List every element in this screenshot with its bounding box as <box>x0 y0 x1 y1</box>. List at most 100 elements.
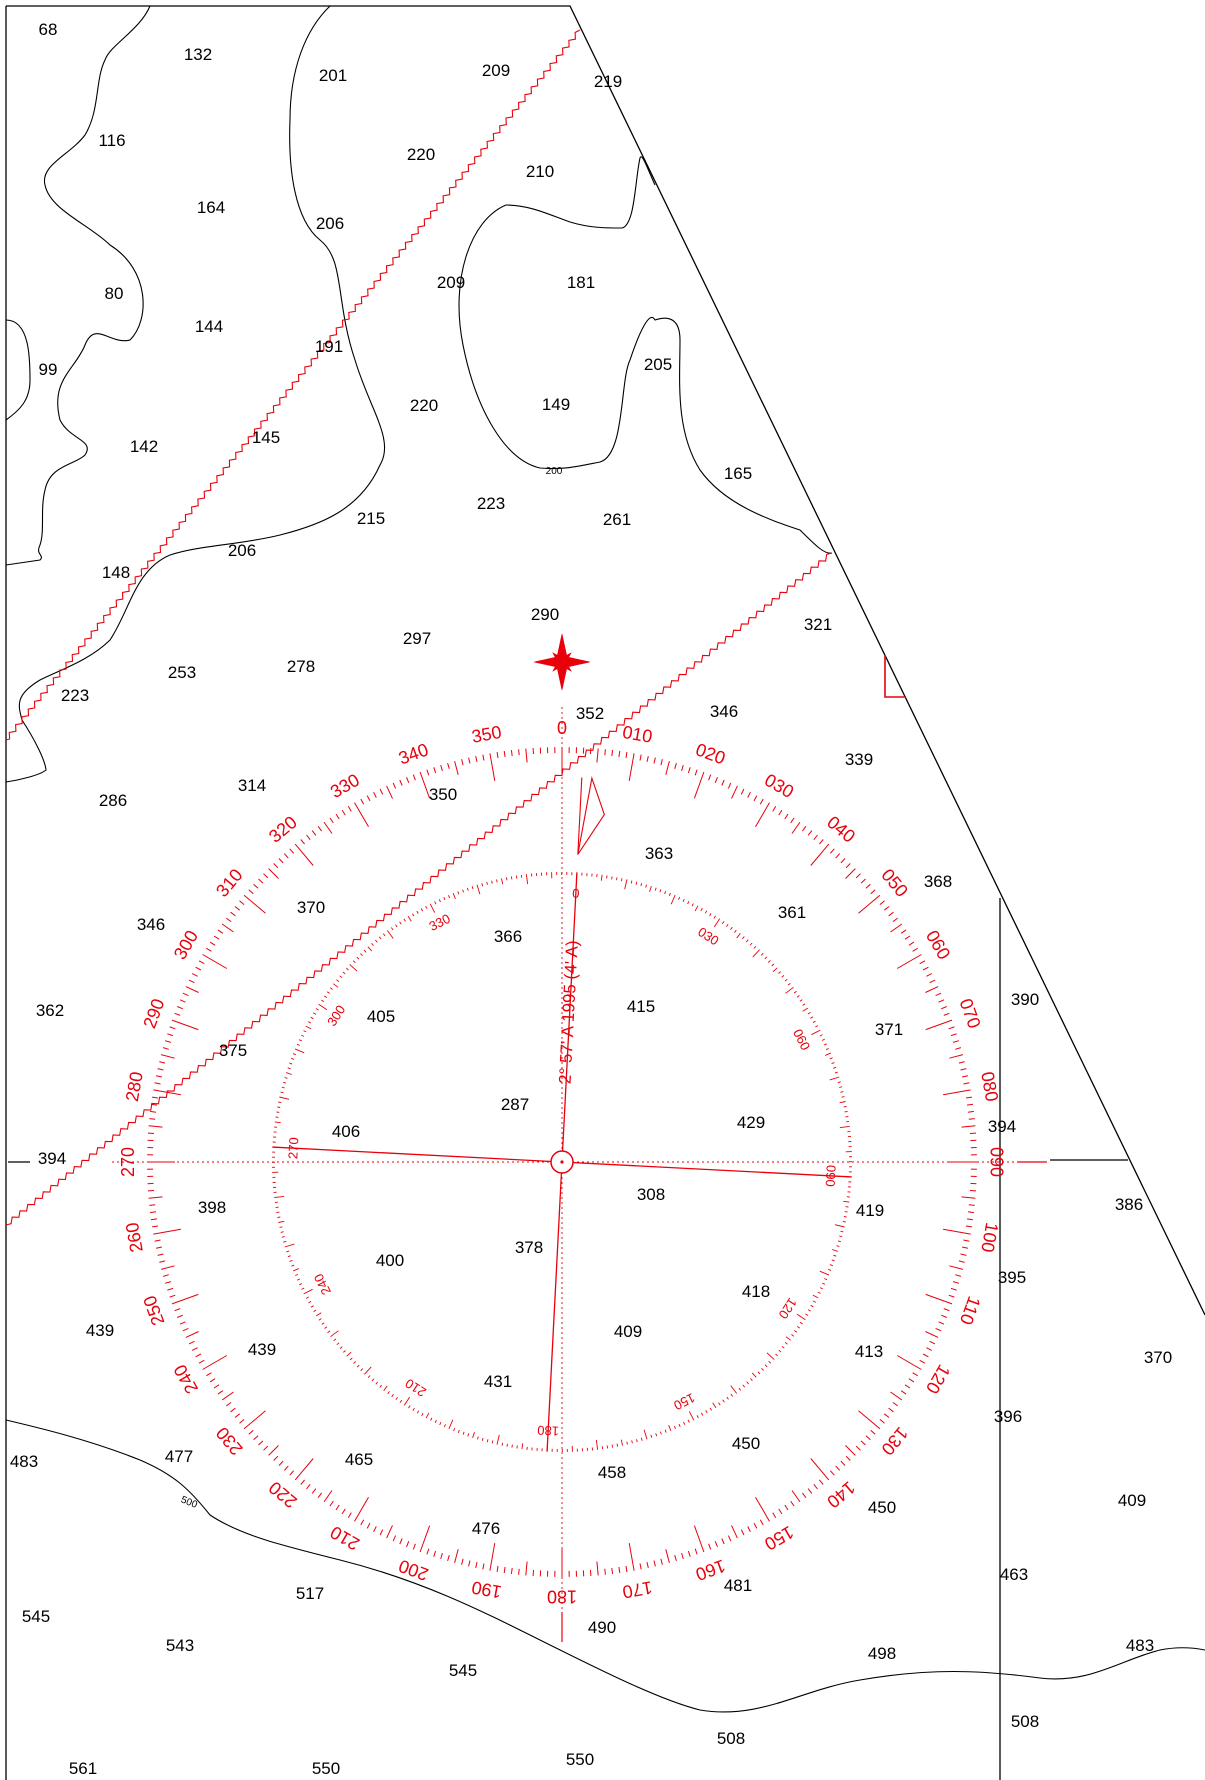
inner-tick <box>620 878 623 882</box>
inner-tick <box>626 1441 628 1445</box>
inner-tick <box>812 1020 816 1023</box>
inner-tick <box>346 1351 352 1357</box>
inner-tick <box>511 1444 513 1448</box>
inner-tick <box>688 1411 695 1421</box>
inner-tick <box>305 1296 309 1299</box>
inner-ring-label: 150 <box>671 1390 697 1413</box>
outer-tick <box>693 771 705 799</box>
inner-tick <box>611 876 613 880</box>
outer-tick <box>392 782 397 789</box>
outer-tick <box>202 954 228 969</box>
outer-tick <box>938 999 945 1003</box>
inner-tick <box>360 1368 364 1372</box>
sounding: 409 <box>1118 1491 1146 1510</box>
outer-tick <box>289 848 295 854</box>
contour-line <box>5 5 151 566</box>
outer-tick <box>731 1525 738 1539</box>
inner-tick <box>416 1410 420 1414</box>
outer-tick <box>687 1550 691 1557</box>
outer-tick <box>278 858 284 864</box>
inner-tick <box>655 1433 658 1437</box>
outer-tick <box>150 1211 157 1214</box>
outer-tick <box>202 1355 228 1370</box>
outer-tick <box>966 1103 974 1106</box>
inner-tick <box>785 1336 791 1341</box>
outer-tick <box>461 759 464 766</box>
outer-tick <box>162 1274 169 1277</box>
inner-tick <box>274 1121 281 1124</box>
outer-tick <box>908 941 915 946</box>
outer-tick <box>674 762 677 769</box>
sounding: 201 <box>319 66 347 85</box>
inner-tick <box>778 1349 782 1353</box>
outer-tick <box>625 1565 628 1572</box>
outer-tick <box>482 1563 485 1570</box>
inner-tick <box>318 1003 328 1011</box>
inner-tick <box>386 930 394 939</box>
inner-tick <box>505 877 508 881</box>
inner-tick <box>329 987 333 990</box>
inner-tick <box>841 1096 845 1098</box>
inner-tick <box>292 1053 296 1056</box>
inner-tick <box>678 896 681 900</box>
outer-tick <box>406 1541 410 1547</box>
inner-tick <box>713 915 716 919</box>
inner-tick <box>352 960 356 964</box>
outer-tick <box>890 923 903 933</box>
sounding: 361 <box>778 903 806 922</box>
sounding: 439 <box>86 1321 114 1340</box>
outer-tick <box>731 785 738 799</box>
outer-tick <box>968 1204 975 1206</box>
outer-tick <box>639 754 642 761</box>
inner-tick <box>378 936 382 940</box>
sounding: 465 <box>345 1450 373 1469</box>
inner-tick <box>673 1425 676 1429</box>
inner-tick <box>825 1052 831 1056</box>
inner-tick <box>726 1396 729 1400</box>
inner-tick <box>297 1278 301 1281</box>
outer-tick <box>778 809 783 816</box>
outer-tick <box>941 1314 947 1318</box>
outer-tick <box>475 1561 478 1569</box>
outer-tick <box>961 1075 969 1078</box>
outer-tick <box>206 1372 212 1377</box>
inner-tick <box>643 1429 648 1440</box>
inner-tick <box>476 884 481 895</box>
inner-tick <box>412 913 415 917</box>
inner-tick <box>477 1436 479 1440</box>
outer-tick <box>482 754 485 761</box>
outer-tick <box>835 1465 841 1471</box>
inner-tick <box>284 1077 288 1079</box>
outer-tick <box>198 960 205 965</box>
outer-tick <box>185 1331 199 1338</box>
outer-tick <box>961 1125 976 1128</box>
outer-tick <box>625 752 628 759</box>
outer-tick <box>943 1012 950 1016</box>
outer-tick <box>440 1552 443 1560</box>
sounding: 352 <box>576 704 604 723</box>
outer-tick <box>646 755 649 763</box>
outer-tick <box>447 1555 450 1562</box>
outer-ring-label: 070 <box>956 996 985 1031</box>
inner-tick <box>274 1195 285 1199</box>
outer-tick <box>807 1488 813 1494</box>
inner-tick <box>434 1419 437 1423</box>
outer-tick <box>174 1012 181 1016</box>
sounding: 370 <box>297 898 325 917</box>
sounding: 405 <box>367 1007 395 1026</box>
outer-tick <box>335 1504 340 1511</box>
contour-label: 200 <box>546 466 563 477</box>
inner-tick <box>438 899 441 903</box>
inner-tick <box>379 1384 382 1388</box>
magnetic-north-arrow-shaft <box>577 777 583 855</box>
outer-tick <box>412 1543 416 1550</box>
outer-tick <box>900 929 907 934</box>
magnetic-variation-text: 2° 57' A 1995 (4' A) <box>555 940 581 1085</box>
inner-tick <box>308 1301 312 1304</box>
outer-ring-label: 270 <box>118 1147 138 1177</box>
inner-tick <box>791 1334 795 1337</box>
inner-tick <box>303 1030 307 1033</box>
inner-tick <box>636 1439 638 1443</box>
inner-tick <box>367 946 373 952</box>
sounding: 371 <box>875 1020 903 1039</box>
